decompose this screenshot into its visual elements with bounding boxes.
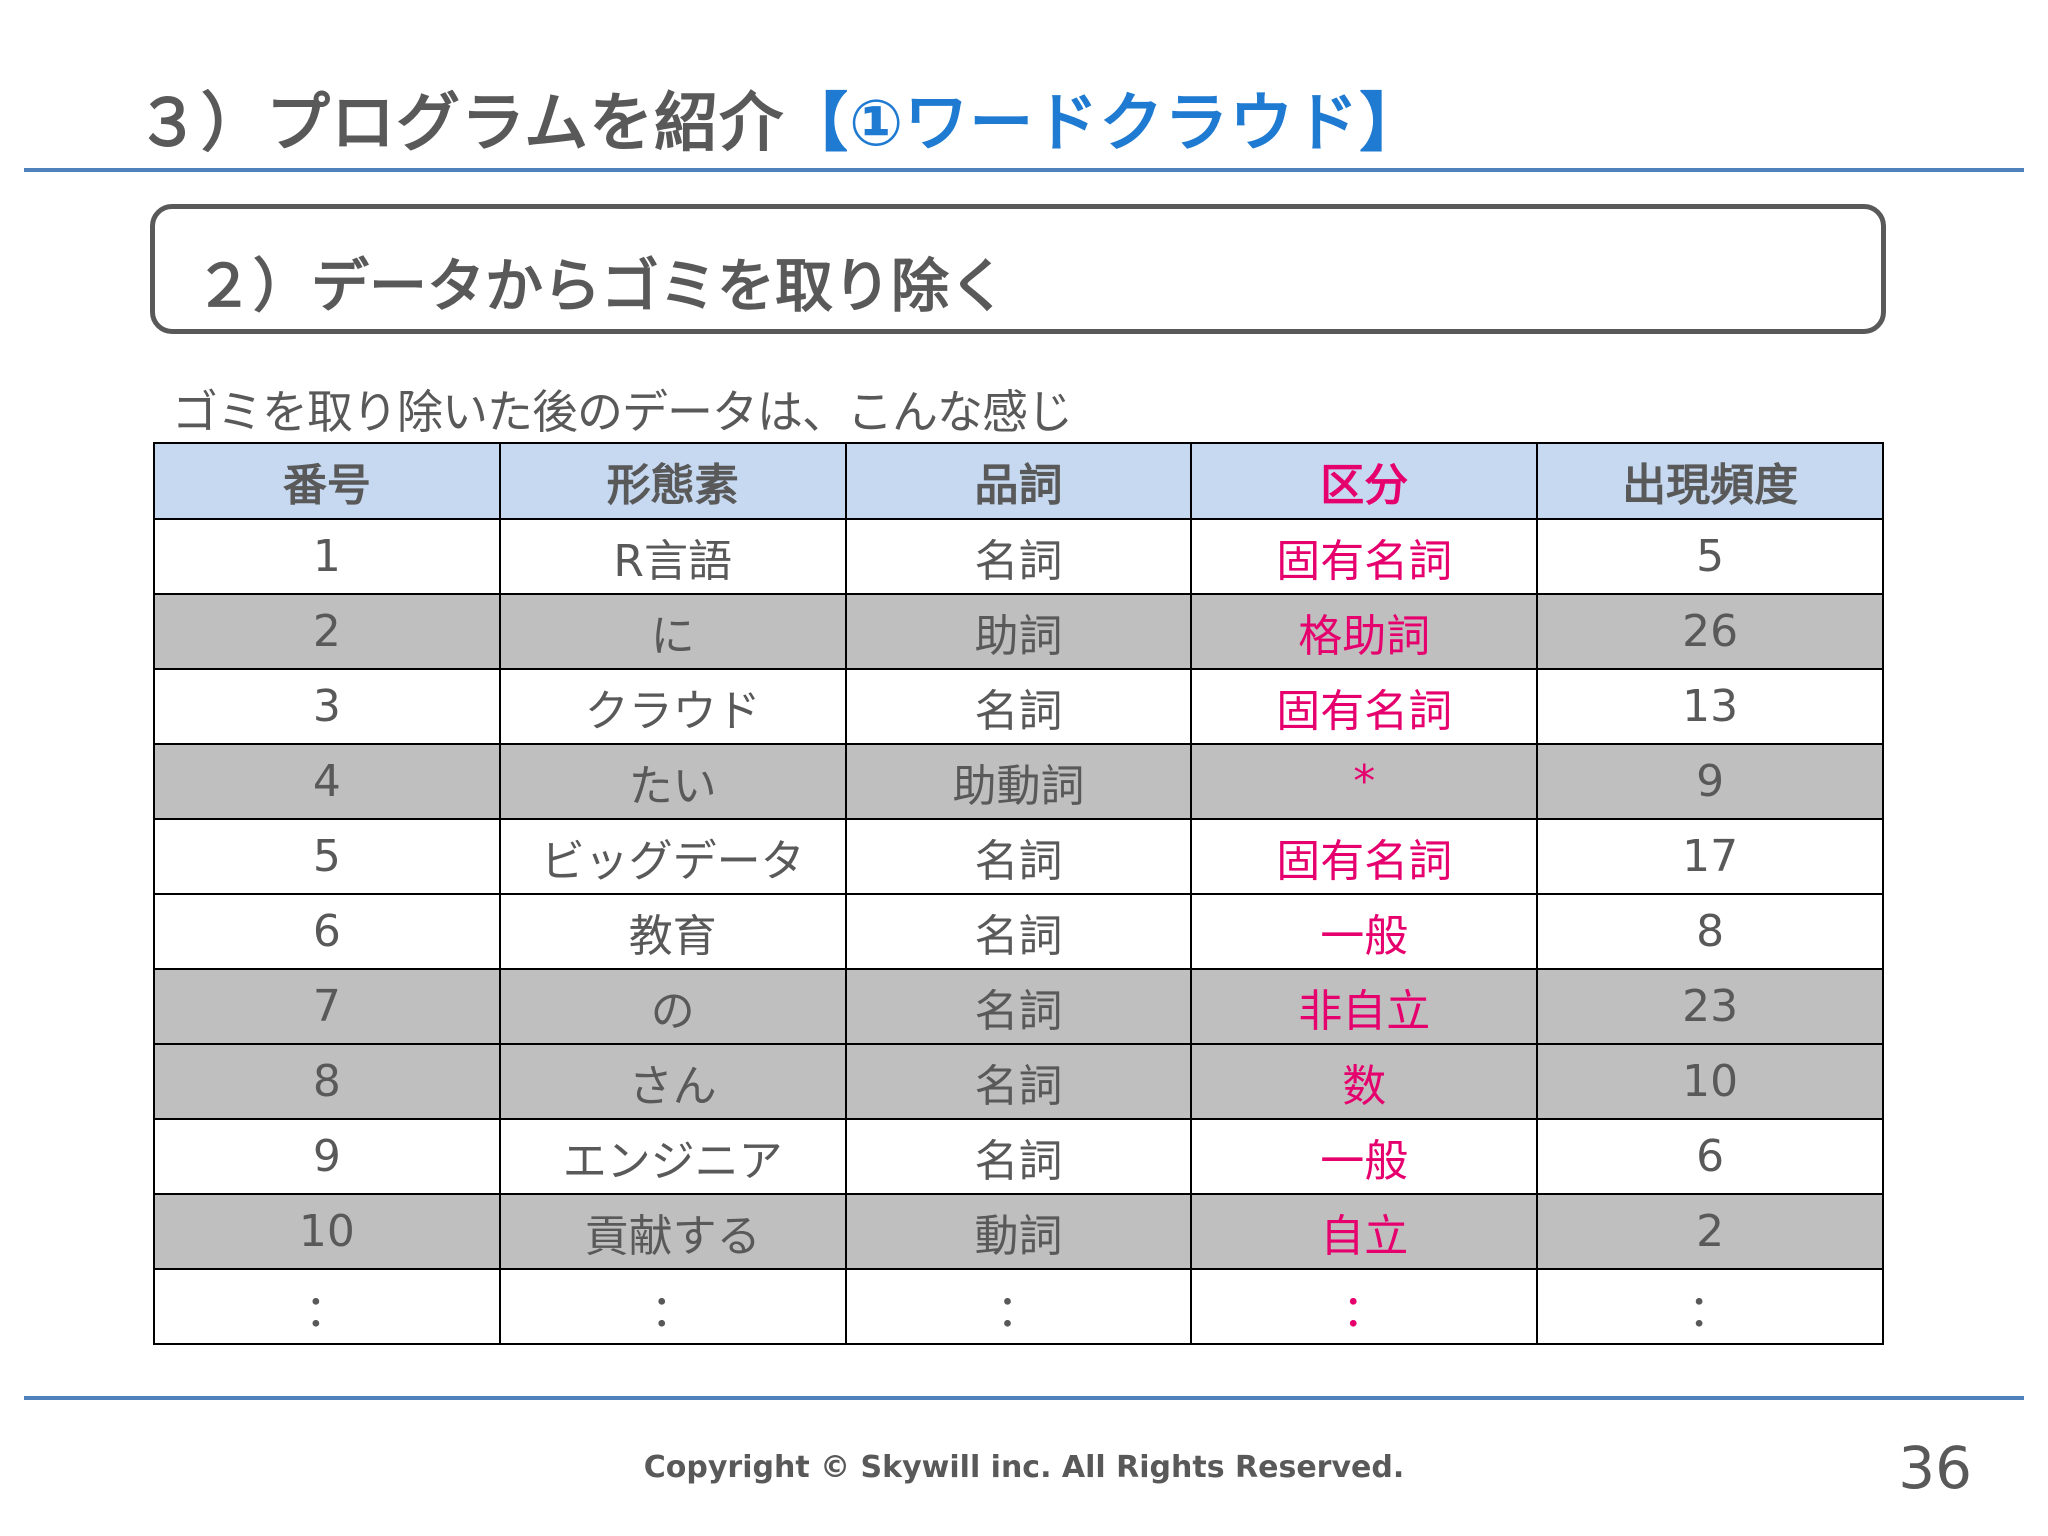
cell-morpheme: ビッグデータ bbox=[498, 818, 847, 895]
slide-title-main: ３）プログラムを紹介 bbox=[136, 87, 785, 161]
header-category: 区分 bbox=[1190, 442, 1539, 520]
cell-part-of-speech: 名詞 bbox=[844, 968, 1193, 1045]
cell-morpheme: 貢献する bbox=[498, 1193, 847, 1270]
cell-part-of-speech: 名詞 bbox=[844, 818, 1193, 895]
cell-number: 9 bbox=[153, 1118, 501, 1195]
cell-morpheme: エンジニア bbox=[498, 1118, 847, 1195]
cell-morpheme: 教育 bbox=[498, 893, 847, 970]
cell-part-of-speech: 名詞 bbox=[844, 893, 1193, 970]
section-title: ２）データからゴミを取り除く bbox=[195, 252, 1008, 320]
cell-number: 7 bbox=[153, 968, 501, 1045]
table-row: ： ： ： ： ： bbox=[153, 1268, 1884, 1345]
morpheme-table: 番号 形態素 品詞 区分 出現頻度 1 R言語 名詞 固有名詞 5 2 に 助詞… bbox=[153, 442, 1884, 1345]
header-number: 番号 bbox=[153, 442, 501, 520]
cell-number: 10 bbox=[153, 1193, 501, 1270]
cell-frequency: 6 bbox=[1536, 1118, 1884, 1195]
slide-title-accent: 【①ワードクラウド】 bbox=[784, 87, 1425, 161]
table-row: 7 の 名詞 非自立 23 bbox=[153, 968, 1884, 1045]
cell-part-of-speech: ： bbox=[844, 1268, 1193, 1345]
cell-category: ： bbox=[1190, 1268, 1539, 1345]
cell-category: 固有名詞 bbox=[1190, 818, 1539, 895]
cell-part-of-speech: 助詞 bbox=[844, 593, 1193, 670]
table-row: 8 さん 名詞 数 10 bbox=[153, 1043, 1884, 1120]
cell-category: 非自立 bbox=[1190, 968, 1539, 1045]
slide-title: ３）プログラムを紹介【①ワードクラウド】 bbox=[136, 72, 1424, 164]
table-row: 1 R言語 名詞 固有名詞 5 bbox=[153, 518, 1884, 595]
cell-number: 8 bbox=[153, 1043, 501, 1120]
table-row: 9 エンジニア 名詞 一般 6 bbox=[153, 1118, 1884, 1195]
top-divider bbox=[24, 168, 2024, 172]
cell-part-of-speech: 名詞 bbox=[844, 1043, 1193, 1120]
cell-part-of-speech: 名詞 bbox=[844, 1118, 1193, 1195]
cell-number: 4 bbox=[153, 743, 501, 820]
cell-number: 5 bbox=[153, 818, 501, 895]
cell-frequency: 13 bbox=[1536, 668, 1884, 745]
bottom-divider bbox=[24, 1396, 2024, 1400]
table-row: 2 に 助詞 格助詞 26 bbox=[153, 593, 1884, 670]
cell-category: 固有名詞 bbox=[1190, 518, 1539, 595]
table-row: 3 クラウド 名詞 固有名詞 13 bbox=[153, 668, 1884, 745]
cell-morpheme: R言語 bbox=[498, 518, 847, 595]
cell-frequency: 23 bbox=[1536, 968, 1884, 1045]
table-header-row: 番号 形態素 品詞 区分 出現頻度 bbox=[153, 442, 1884, 520]
cell-morpheme: に bbox=[498, 593, 847, 670]
cell-number: 3 bbox=[153, 668, 501, 745]
cell-frequency: 9 bbox=[1536, 743, 1884, 820]
table-row: 5 ビッグデータ 名詞 固有名詞 17 bbox=[153, 818, 1884, 895]
cell-part-of-speech: 名詞 bbox=[844, 518, 1193, 595]
copyright-notice: Copyright © Skywill inc. All Rights Rese… bbox=[643, 1450, 1405, 1485]
cell-category: * bbox=[1190, 743, 1539, 820]
cell-category: 一般 bbox=[1190, 1118, 1539, 1195]
cell-part-of-speech: 名詞 bbox=[844, 668, 1193, 745]
cell-frequency: 10 bbox=[1536, 1043, 1884, 1120]
cell-frequency: 5 bbox=[1536, 518, 1884, 595]
cell-morpheme: の bbox=[498, 968, 847, 1045]
cell-frequency: 8 bbox=[1536, 893, 1884, 970]
cell-category: 一般 bbox=[1190, 893, 1539, 970]
table-caption: ゴミを取り除いた後のデータは、こんな感じ bbox=[172, 385, 1073, 439]
cell-morpheme: たい bbox=[498, 743, 847, 820]
cell-part-of-speech: 助動詞 bbox=[844, 743, 1193, 820]
cell-category: 自立 bbox=[1190, 1193, 1539, 1270]
cell-morpheme: ： bbox=[498, 1268, 847, 1345]
header-morpheme: 形態素 bbox=[498, 442, 847, 520]
section-heading-box: ２）データからゴミを取り除く bbox=[150, 204, 1886, 334]
cell-frequency: 17 bbox=[1536, 818, 1884, 895]
cell-category: 固有名詞 bbox=[1190, 668, 1539, 745]
cell-frequency: 2 bbox=[1536, 1193, 1884, 1270]
table-row: 4 たい 助動詞 * 9 bbox=[153, 743, 1884, 820]
cell-number: 6 bbox=[153, 893, 501, 970]
cell-category: 格助詞 bbox=[1190, 593, 1539, 670]
cell-morpheme: さん bbox=[498, 1043, 847, 1120]
cell-morpheme: クラウド bbox=[498, 668, 847, 745]
cell-frequency: ： bbox=[1536, 1268, 1884, 1345]
cell-number: 2 bbox=[153, 593, 501, 670]
cell-number: 1 bbox=[153, 518, 501, 595]
header-part-of-speech: 品詞 bbox=[844, 442, 1193, 520]
cell-number: ： bbox=[153, 1268, 501, 1345]
cell-category: 数 bbox=[1190, 1043, 1539, 1120]
table-row: 10 貢献する 動詞 自立 2 bbox=[153, 1193, 1884, 1270]
table-row: 6 教育 名詞 一般 8 bbox=[153, 893, 1884, 970]
cell-frequency: 26 bbox=[1536, 593, 1884, 670]
header-frequency: 出現頻度 bbox=[1536, 442, 1884, 520]
cell-part-of-speech: 動詞 bbox=[844, 1193, 1193, 1270]
page-number: 36 bbox=[1898, 1434, 1972, 1502]
